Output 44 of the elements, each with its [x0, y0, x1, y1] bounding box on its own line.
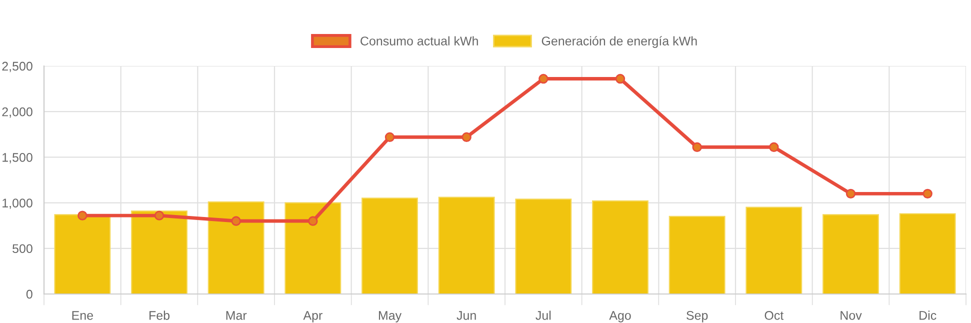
point	[922, 188, 932, 199]
x-tick-label: Dic	[920, 310, 936, 320]
x-tick-label: Mar	[226, 311, 247, 320]
x-tick-label: Sep	[686, 310, 708, 322]
bar	[668, 216, 726, 294]
bar	[284, 202, 342, 294]
x-tick-label: Apr	[303, 311, 322, 322]
legend-label: Consumo actual kWh	[360, 36, 478, 46]
bar	[822, 214, 879, 294]
bar	[899, 213, 956, 294]
bar	[515, 198, 572, 294]
y-tick-label: 2,500	[2, 62, 32, 72]
x-tick-label: Ago	[609, 311, 631, 322]
point	[692, 142, 702, 152]
x-tick-label: Jul	[536, 310, 551, 320]
point	[462, 132, 472, 142]
bar	[592, 200, 648, 294]
legend-label: Generación de energía kWh	[542, 36, 697, 48]
point	[384, 132, 395, 142]
bar	[208, 201, 264, 294]
bar	[746, 206, 802, 294]
y-tick-label: 0	[26, 290, 32, 299]
bar	[131, 210, 188, 294]
bar	[54, 214, 111, 294]
x-tick-label: Ene	[72, 311, 93, 320]
point	[78, 210, 88, 220]
x-tick-label: May	[378, 311, 402, 322]
x-tick-label: Jun	[456, 311, 476, 320]
point	[231, 216, 241, 226]
x-tick-label: Feb	[150, 310, 170, 320]
bar	[362, 198, 418, 294]
y-tick-label: 1,500	[2, 153, 32, 164]
point	[154, 210, 164, 220]
point	[308, 216, 318, 226]
x-tick-label: Oct	[764, 310, 784, 320]
point	[615, 74, 626, 84]
bar	[438, 196, 495, 294]
point	[846, 188, 856, 199]
x-tick-label: Nov	[840, 311, 862, 320]
y-tick-label: 500	[12, 244, 32, 254]
y-tick-label: 1,000	[2, 198, 32, 209]
y-tick-label: 2,000	[2, 107, 32, 118]
point	[538, 74, 548, 84]
point	[769, 142, 779, 152]
